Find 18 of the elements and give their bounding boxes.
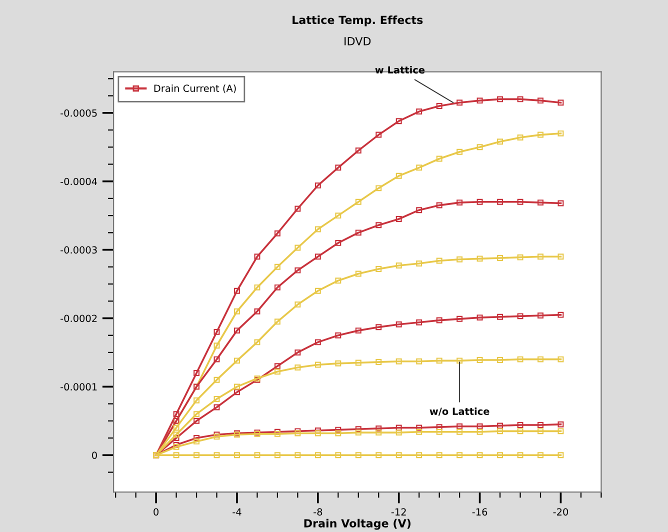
y-tick-label: -0.0001: [60, 383, 97, 391]
x-tick-label: -8: [314, 508, 322, 516]
chart-title: Lattice Temp. Effects: [292, 15, 423, 26]
x-axis-title: Drain Voltage (V): [304, 518, 410, 530]
y-tick-label: -0.0002: [60, 314, 97, 322]
y-tick-label: -0.0005: [60, 109, 97, 117]
x-tick-label: -4: [232, 508, 242, 516]
annotation: w/o Lattice: [430, 407, 490, 416]
x-tick-label: -12: [391, 508, 406, 516]
y-tick-label: -0.0003: [60, 246, 97, 254]
annotation: w Lattice: [375, 66, 425, 74]
y-tick-label: 0: [92, 452, 97, 459]
legend-label: Drain Current (A): [154, 84, 236, 94]
y-tick-label: -0.0004: [60, 178, 98, 186]
chart-subtitle: IDVD: [344, 37, 371, 46]
x-tick-label: -20: [553, 508, 568, 516]
x-tick-label: -16: [472, 508, 488, 516]
x-tick-label: 0: [154, 508, 158, 516]
